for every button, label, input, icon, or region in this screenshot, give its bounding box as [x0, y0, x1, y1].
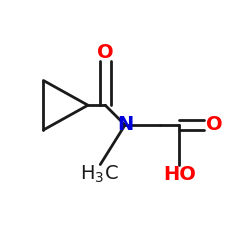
Text: O: O [97, 42, 114, 62]
Text: HO: HO [163, 165, 196, 184]
Text: N: N [117, 116, 133, 134]
Text: O: O [206, 116, 222, 134]
Text: H$_3$C: H$_3$C [80, 164, 118, 185]
